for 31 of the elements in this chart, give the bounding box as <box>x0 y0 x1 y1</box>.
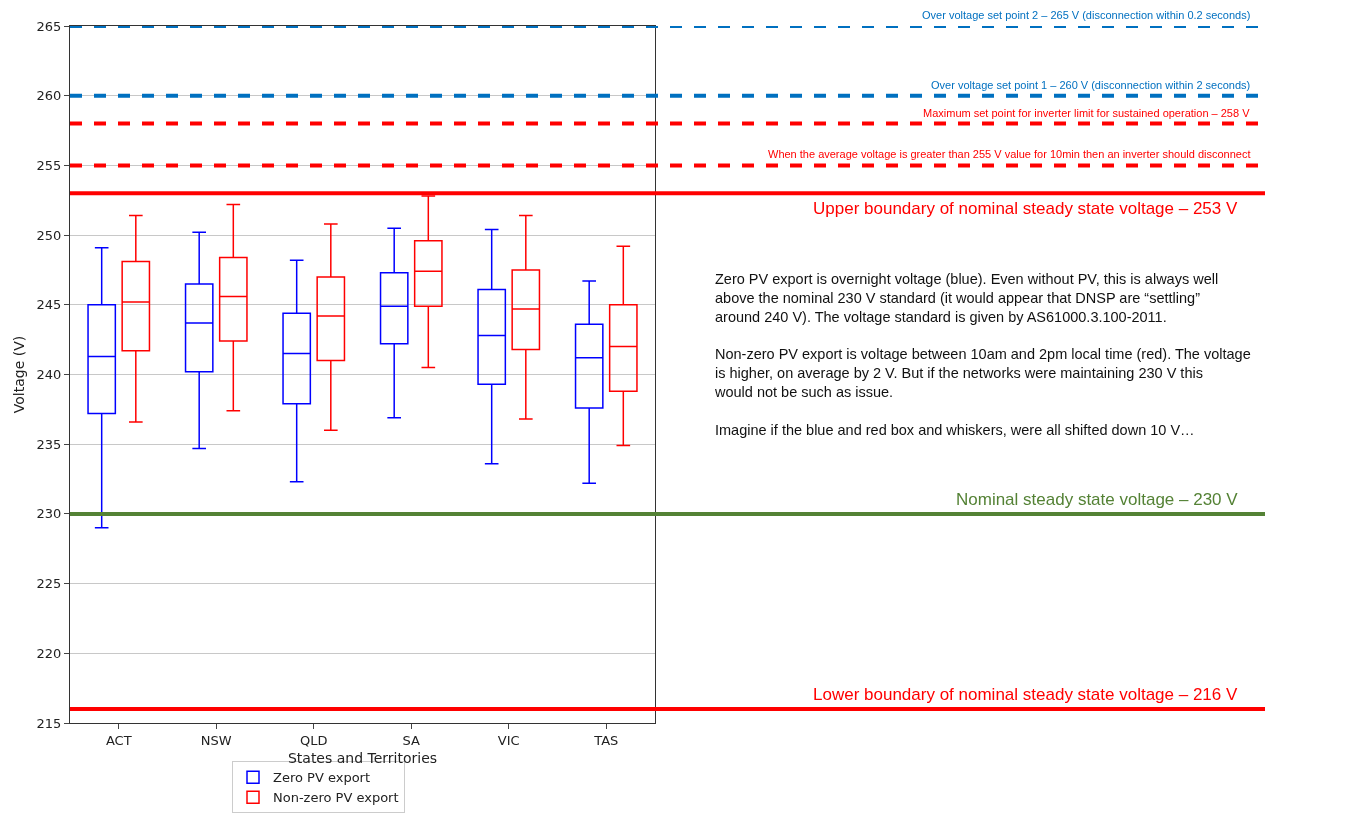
ref-line-label: Nominal steady state voltage – 230 V <box>956 490 1239 509</box>
ref-line-label: Maximum set point for inverter limit for sustained operation – 258 V <box>923 107 1251 119</box>
y-tick-label: 240 <box>36 367 62 383</box>
y-tick-label: 250 <box>36 227 62 243</box>
ref-line-label: Lower boundary of nominal steady state voltage – 216 V <box>813 685 1238 704</box>
ref-line-label: Over voltage set point 1 – 260 V (disconnection within 2 seconds) <box>931 79 1251 91</box>
x-tick-label: VIC <box>497 732 520 748</box>
ref-line-label: When the average voltage is greater than 255 V value for 10min then an inverter should disconnect <box>768 148 1251 160</box>
text: Zero PV export is overnight voltage (blue). Even without PV, this is always well above the nominal 230 V standard (it would appear that DNSP are “settling” around 240 V). The voltage standard is given by AS61000.3.100-2011. <box>715 271 1219 325</box>
y-tick-label: 255 <box>36 157 62 173</box>
x-tick-label: NSW <box>200 732 232 748</box>
y-tick-label: 245 <box>36 297 62 313</box>
y-tick-label: 215 <box>36 715 62 731</box>
x-tick-label: SA <box>402 732 421 748</box>
x-tick-label: QLD <box>300 732 328 748</box>
legend-label: Zero PV export <box>273 770 371 786</box>
text: Imagine if the blue and red box and whiskers, were all shifted down 10 V… <box>715 421 1195 438</box>
text: Non-zero PV export is voltage between 10am and 2pm local time (red). The voltage is higher, on average by 2 V. But if the networks were maintaining 230 V this would not be such as issue. <box>714 346 1251 401</box>
ref-line-label: Upper boundary of nominal steady state voltage – 253 V <box>813 199 1238 218</box>
x-tick-label: TAS <box>593 732 619 748</box>
ref-line-label: Over voltage set point 2 – 265 V (disconnection within 0.2 seconds) <box>922 9 1251 21</box>
y-tick-label: 225 <box>36 576 62 592</box>
y-tick-label: 265 <box>36 18 62 34</box>
y-tick-label: 235 <box>36 436 62 452</box>
y-tick-label: 260 <box>36 88 62 104</box>
x-tick-label: ACT <box>105 732 132 748</box>
y-tick-label: 220 <box>36 645 62 661</box>
legend-label: Non-zero PV export <box>273 790 399 806</box>
y-tick-label: 230 <box>36 506 62 522</box>
x-axis-title: States and Territories <box>287 749 438 766</box>
y-axis-title: Voltage (V) <box>11 335 28 414</box>
